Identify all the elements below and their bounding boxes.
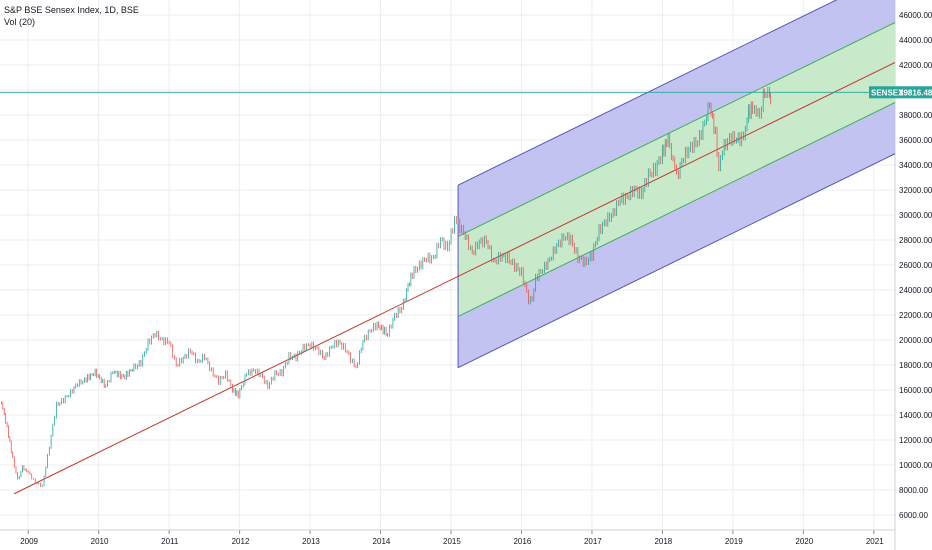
x-tick-label: 2021: [866, 537, 884, 546]
inner-channel-lower: [457, 102, 896, 317]
y-tick-label: 46000.00: [899, 11, 932, 20]
y-tick-label: 42000.00: [899, 61, 932, 70]
outer-channel-upper: [457, 0, 838, 186]
x-tick-label: 2018: [654, 537, 672, 546]
x-tick-label: 2013: [302, 537, 320, 546]
x-tick-label: 2019: [725, 537, 743, 546]
outer-channel-lower: [457, 153, 896, 369]
y-tick-label: 8000.00: [899, 486, 928, 495]
x-tick-label: 2015: [443, 537, 461, 546]
x-tick-label: 2010: [91, 537, 109, 546]
y-tick-label: 14000.00: [899, 411, 932, 420]
y-tick-label: 28000.00: [899, 236, 932, 245]
y-tick-label: 34000.00: [899, 161, 932, 170]
y-tick-label: 12000.00: [899, 436, 932, 445]
y-tick-label: 32000.00: [899, 186, 932, 195]
y-tick-label: 24000.00: [899, 286, 932, 295]
y-tick-label: 6000.00: [899, 511, 928, 520]
legend-title: S&P BSE Sensex Index, 1D, BSE: [4, 5, 139, 15]
inner-channel-upper: [457, 22, 896, 237]
chart-legend: S&P BSE Sensex Index, 1D, BSE Vol (20): [4, 4, 139, 28]
regression-trend-line: [13, 62, 896, 495]
y-tick-label: 44000.00: [899, 36, 932, 45]
last-price-tag: [869, 86, 932, 99]
y-tick-label: 38000.00: [899, 111, 932, 120]
x-tick-label: 2016: [513, 537, 531, 546]
y-tick-label: 20000.00: [899, 336, 932, 345]
x-tick-label: 2017: [584, 537, 602, 546]
x-tick-label: 2011: [161, 537, 179, 546]
y-tick-label: 18000.00: [899, 361, 932, 370]
y-tick-label: 10000.00: [899, 461, 932, 470]
last-price-symbol: SENSEX: [871, 88, 904, 97]
last-price-value: 39816.48: [899, 88, 932, 97]
y-tick-label: 30000.00: [899, 211, 932, 220]
x-tick-label: 2009: [20, 537, 38, 546]
x-tick-label: 2012: [232, 537, 250, 546]
y-tick-label: 36000.00: [899, 136, 932, 145]
y-tick-label: 26000.00: [899, 261, 932, 270]
legend-indicator: Vol (20): [4, 17, 36, 27]
x-tick-label: 2020: [795, 537, 813, 546]
y-tick-label: 22000.00: [899, 311, 932, 320]
x-tick-label: 2014: [373, 537, 391, 546]
y-tick-label: 16000.00: [899, 386, 932, 395]
